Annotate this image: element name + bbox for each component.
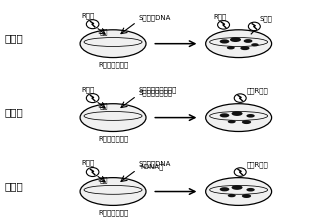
Ellipse shape (244, 39, 252, 43)
Ellipse shape (80, 104, 146, 131)
Text: R型菌的培养基: R型菌的培养基 (98, 209, 128, 216)
Ellipse shape (246, 188, 255, 192)
Text: 加入: 加入 (99, 102, 108, 109)
Ellipse shape (227, 46, 235, 50)
Text: 只长R型菌: 只长R型菌 (247, 87, 269, 94)
Text: R型菌: R型菌 (81, 86, 95, 93)
Text: 只长R型菌: 只长R型菌 (247, 161, 269, 168)
Ellipse shape (80, 30, 146, 58)
Circle shape (234, 168, 246, 176)
Text: R型菌的培养基: R型菌的培养基 (98, 62, 128, 68)
Text: S型菌的荚膜多糖: S型菌的荚膜多糖 (138, 90, 172, 96)
Text: +DNA酶: +DNA酶 (138, 164, 164, 170)
Circle shape (248, 22, 260, 31)
Text: R型菌: R型菌 (214, 13, 227, 20)
Ellipse shape (242, 120, 251, 124)
Text: 加入: 加入 (99, 28, 108, 35)
Circle shape (234, 94, 246, 102)
Text: S型菌的DNA: S型菌的DNA (138, 160, 171, 167)
Text: S型菌的DNA: S型菌的DNA (138, 14, 171, 21)
Ellipse shape (220, 187, 229, 191)
Ellipse shape (246, 114, 255, 118)
Text: R型菌: R型菌 (81, 160, 95, 166)
Text: 第三组: 第三组 (5, 181, 24, 191)
Circle shape (86, 168, 99, 177)
Ellipse shape (206, 104, 272, 131)
Ellipse shape (240, 46, 250, 50)
Ellipse shape (242, 194, 251, 198)
Ellipse shape (228, 120, 236, 123)
Text: 第一组: 第一组 (5, 33, 24, 43)
Ellipse shape (230, 37, 241, 42)
Ellipse shape (232, 185, 243, 190)
Ellipse shape (80, 178, 146, 205)
Ellipse shape (206, 30, 272, 58)
Text: R型菌: R型菌 (81, 12, 95, 19)
Circle shape (86, 94, 99, 103)
Ellipse shape (220, 113, 229, 117)
Ellipse shape (206, 178, 272, 205)
Circle shape (218, 21, 230, 29)
Ellipse shape (251, 43, 259, 46)
Text: 加入: 加入 (99, 176, 108, 183)
Ellipse shape (228, 194, 236, 197)
Text: S型菌: S型菌 (260, 16, 273, 22)
Text: R型菌的培养基: R型菌的培养基 (98, 136, 128, 142)
Ellipse shape (232, 111, 243, 116)
Ellipse shape (220, 39, 229, 43)
Text: 第二组: 第二组 (5, 107, 24, 117)
Text: S型菌的蛋白质层及: S型菌的蛋白质层及 (138, 86, 176, 93)
Circle shape (86, 20, 99, 29)
